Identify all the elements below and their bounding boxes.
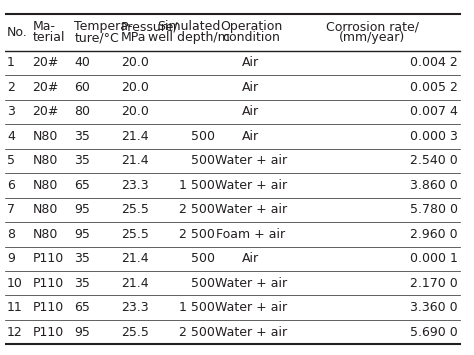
- Text: 0.000 3: 0.000 3: [410, 130, 457, 143]
- Text: 0.004 2: 0.004 2: [410, 56, 457, 69]
- Text: 2: 2: [7, 81, 15, 94]
- Text: 25.5: 25.5: [121, 326, 149, 339]
- Text: Simulated: Simulated: [157, 20, 220, 33]
- Text: Tempera-: Tempera-: [74, 20, 133, 33]
- Text: 3.360 0: 3.360 0: [410, 301, 457, 314]
- Text: Water + air: Water + air: [215, 326, 287, 339]
- Text: P110: P110: [33, 326, 64, 339]
- Text: N80: N80: [33, 154, 58, 167]
- Text: Water + air: Water + air: [215, 154, 287, 167]
- Text: 40: 40: [74, 56, 90, 69]
- Text: 500: 500: [191, 130, 215, 143]
- Text: 6: 6: [7, 179, 15, 192]
- Text: Water + air: Water + air: [215, 277, 287, 290]
- Text: Operation: Operation: [220, 20, 282, 33]
- Text: 0.007 4: 0.007 4: [410, 105, 457, 118]
- Text: 500: 500: [191, 277, 215, 290]
- Text: ture/°C: ture/°C: [74, 31, 119, 44]
- Text: 3: 3: [7, 105, 15, 118]
- Text: 0.005 2: 0.005 2: [410, 81, 457, 94]
- Text: No.: No.: [7, 26, 28, 39]
- Text: 21.4: 21.4: [121, 252, 148, 265]
- Text: 1 500: 1 500: [179, 179, 215, 192]
- Text: MPa: MPa: [121, 31, 146, 44]
- Text: N80: N80: [33, 179, 58, 192]
- Text: 2 500: 2 500: [179, 203, 215, 216]
- Text: 5.690 0: 5.690 0: [410, 326, 457, 339]
- Text: 21.4: 21.4: [121, 277, 148, 290]
- Text: 2 500: 2 500: [179, 228, 215, 241]
- Text: Water + air: Water + air: [215, 203, 287, 216]
- Text: 10: 10: [7, 277, 23, 290]
- Text: Corrosion rate/: Corrosion rate/: [326, 20, 419, 33]
- Text: N80: N80: [33, 130, 58, 143]
- Text: condition: condition: [222, 31, 280, 44]
- Text: 5: 5: [7, 154, 15, 167]
- Text: 20.0: 20.0: [121, 105, 149, 118]
- Text: 35: 35: [74, 277, 90, 290]
- Text: 20#: 20#: [33, 81, 59, 94]
- Text: 8: 8: [7, 228, 15, 241]
- Text: 2.540 0: 2.540 0: [410, 154, 457, 167]
- Text: N80: N80: [33, 203, 58, 216]
- Text: Air: Air: [242, 81, 259, 94]
- Text: P110: P110: [33, 301, 64, 314]
- Text: 95: 95: [74, 203, 90, 216]
- Text: 35: 35: [74, 154, 90, 167]
- Text: 20#: 20#: [33, 56, 59, 69]
- Text: 11: 11: [7, 301, 23, 314]
- Text: Air: Air: [242, 105, 259, 118]
- Text: 20#: 20#: [33, 105, 59, 118]
- Text: 35: 35: [74, 130, 90, 143]
- Text: 2.170 0: 2.170 0: [410, 277, 457, 290]
- Text: 20.0: 20.0: [121, 56, 149, 69]
- Text: 5.780 0: 5.780 0: [410, 203, 457, 216]
- Text: 25.5: 25.5: [121, 203, 149, 216]
- Text: 35: 35: [74, 252, 90, 265]
- Text: 3.860 0: 3.860 0: [410, 179, 457, 192]
- Text: 23.3: 23.3: [121, 301, 148, 314]
- Text: 2.960 0: 2.960 0: [410, 228, 457, 241]
- Text: Air: Air: [242, 130, 259, 143]
- Text: 500: 500: [191, 154, 215, 167]
- Text: 25.5: 25.5: [121, 228, 149, 241]
- Text: well depth/m: well depth/m: [148, 31, 230, 44]
- Text: Air: Air: [242, 56, 259, 69]
- Text: Foam + air: Foam + air: [216, 228, 285, 241]
- Text: 65: 65: [74, 301, 90, 314]
- Text: Ma-: Ma-: [33, 20, 55, 33]
- Text: Water + air: Water + air: [215, 179, 287, 192]
- Text: P110: P110: [33, 277, 64, 290]
- Text: 21.4: 21.4: [121, 130, 148, 143]
- Text: Air: Air: [242, 252, 259, 265]
- Text: P110: P110: [33, 252, 64, 265]
- Text: 2 500: 2 500: [179, 326, 215, 339]
- Text: 500: 500: [191, 252, 215, 265]
- Text: 4: 4: [7, 130, 15, 143]
- Text: 23.3: 23.3: [121, 179, 148, 192]
- Text: 1: 1: [7, 56, 15, 69]
- Text: 65: 65: [74, 179, 90, 192]
- Text: 80: 80: [74, 105, 91, 118]
- Text: N80: N80: [33, 228, 58, 241]
- Text: (mm/year): (mm/year): [339, 31, 405, 44]
- Text: Water + air: Water + air: [215, 301, 287, 314]
- Text: 0.000 1: 0.000 1: [410, 252, 457, 265]
- Text: 9: 9: [7, 252, 15, 265]
- Text: Pressure/: Pressure/: [121, 20, 179, 33]
- Text: 1 500: 1 500: [179, 301, 215, 314]
- Text: 95: 95: [74, 326, 90, 339]
- Text: 60: 60: [74, 81, 90, 94]
- Text: 95: 95: [74, 228, 90, 241]
- Text: 7: 7: [7, 203, 15, 216]
- Text: 20.0: 20.0: [121, 81, 149, 94]
- Text: 12: 12: [7, 326, 23, 339]
- Text: 21.4: 21.4: [121, 154, 148, 167]
- Text: terial: terial: [33, 31, 65, 44]
